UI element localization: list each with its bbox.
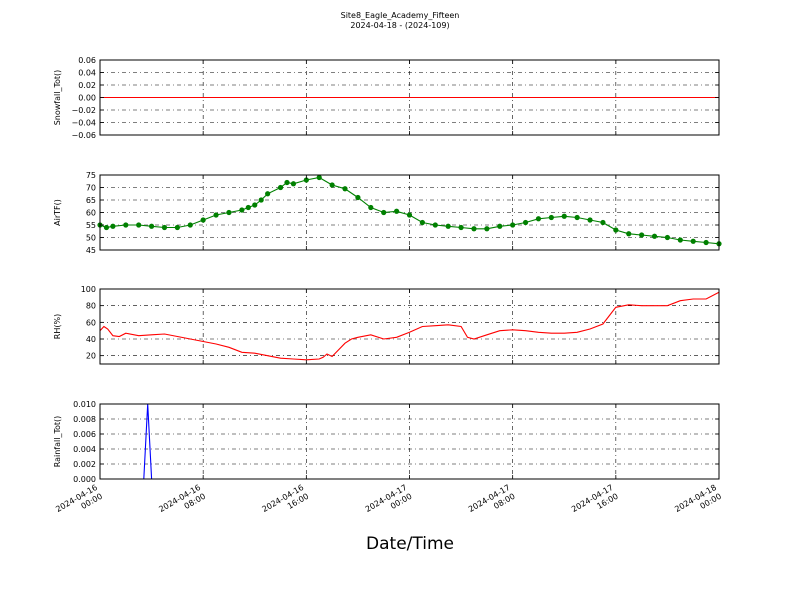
y-tick-label: 40	[86, 335, 96, 344]
series-line	[99, 291, 720, 361]
data-point	[226, 209, 232, 216]
y-tick-label: −0.06	[71, 131, 96, 140]
x-tick-label: 2024-04-1716:00	[570, 483, 620, 523]
chart-title: Site8_Eagle_Academy_Fifteen	[340, 11, 460, 20]
y-tick-label: 60	[86, 209, 96, 218]
data-point	[136, 222, 142, 228]
data-point	[651, 233, 658, 239]
data-point	[110, 223, 116, 229]
data-point	[664, 234, 671, 241]
data-point	[303, 177, 309, 183]
data-point	[497, 223, 503, 229]
y-axis-label: Snowfall_Tot()	[53, 70, 62, 126]
data-point	[432, 222, 438, 228]
y-tick-label: 80	[86, 302, 96, 311]
data-point	[613, 227, 619, 233]
y-tick-label: −0.04	[71, 119, 96, 128]
x-tick-label: 2024-04-1600:00	[54, 483, 104, 523]
y-axis-label: Rainfall_Tot()	[53, 416, 62, 468]
y-tick-label: 0.010	[73, 400, 96, 409]
data-point	[677, 237, 683, 243]
data-point	[522, 219, 529, 226]
data-point	[258, 197, 264, 203]
x-tick-label: 2024-04-1700:00	[364, 483, 414, 523]
data-point	[535, 216, 542, 222]
data-point	[548, 214, 554, 221]
y-tick-label: 0.008	[73, 415, 96, 424]
y-tick-label: 0.00	[78, 94, 96, 103]
data-point	[103, 224, 110, 231]
data-point	[342, 186, 348, 192]
chart-subtitle: 2024-04-18 - (2024-109)	[350, 21, 450, 30]
data-point	[174, 224, 180, 231]
data-point	[587, 217, 593, 223]
data-point	[316, 174, 322, 181]
y-tick-label: 45	[86, 246, 96, 255]
data-point	[600, 219, 606, 226]
y-axis-label: RH(%)	[53, 314, 62, 339]
y-tick-label: 0.02	[78, 81, 96, 90]
data-point	[419, 219, 425, 226]
data-point	[703, 239, 709, 246]
data-point	[277, 184, 284, 191]
data-point	[368, 204, 374, 211]
x-tick-label: 2024-04-1708:00	[467, 483, 517, 523]
data-point	[245, 204, 251, 211]
data-point	[187, 222, 193, 228]
y-axis-label: AirTF()	[53, 199, 62, 226]
data-point	[200, 217, 206, 223]
data-point	[284, 179, 290, 186]
y-tick-label: 70	[86, 184, 96, 193]
data-point	[510, 222, 516, 228]
y-tick-label: 75	[86, 171, 96, 180]
data-point	[123, 222, 129, 228]
data-point	[239, 207, 245, 213]
data-point	[561, 213, 567, 219]
data-point	[574, 214, 580, 221]
data-point	[406, 212, 413, 218]
y-tick-label: 0.06	[78, 56, 96, 65]
x-axis-label: Date/Time	[366, 534, 454, 554]
data-point	[471, 226, 477, 232]
x-tick-label: 2024-04-1616:00	[261, 483, 311, 523]
data-point	[639, 232, 645, 238]
data-point	[355, 194, 361, 201]
y-tick-label: 65	[86, 196, 96, 205]
y-tick-label: 60	[86, 318, 96, 327]
y-tick-label: 55	[86, 221, 96, 230]
data-point	[252, 202, 258, 208]
y-tick-label: 50	[86, 234, 96, 243]
data-point	[265, 191, 271, 197]
data-point	[148, 223, 155, 229]
data-point	[161, 224, 168, 231]
y-tick-label: 0.006	[73, 430, 96, 439]
data-point	[394, 208, 400, 214]
y-tick-label: 0.004	[73, 445, 96, 454]
y-tick-label: 100	[81, 285, 96, 294]
data-point	[626, 231, 632, 237]
y-tick-label: 0.002	[73, 460, 96, 469]
data-point	[445, 223, 451, 229]
data-point	[484, 226, 490, 232]
x-tick-label: 2024-04-1800:00	[673, 483, 723, 523]
y-tick-label: 0.000	[73, 475, 96, 484]
y-tick-label: −0.02	[71, 106, 96, 115]
x-tick-label: 2024-04-1608:00	[157, 483, 207, 523]
data-point	[381, 209, 387, 216]
data-point	[213, 212, 219, 218]
data-point	[690, 238, 696, 244]
data-point	[458, 224, 464, 231]
y-tick-label: 0.04	[78, 69, 96, 78]
y-tick-label: 20	[86, 352, 96, 361]
data-point	[290, 181, 297, 187]
data-point	[329, 182, 335, 188]
